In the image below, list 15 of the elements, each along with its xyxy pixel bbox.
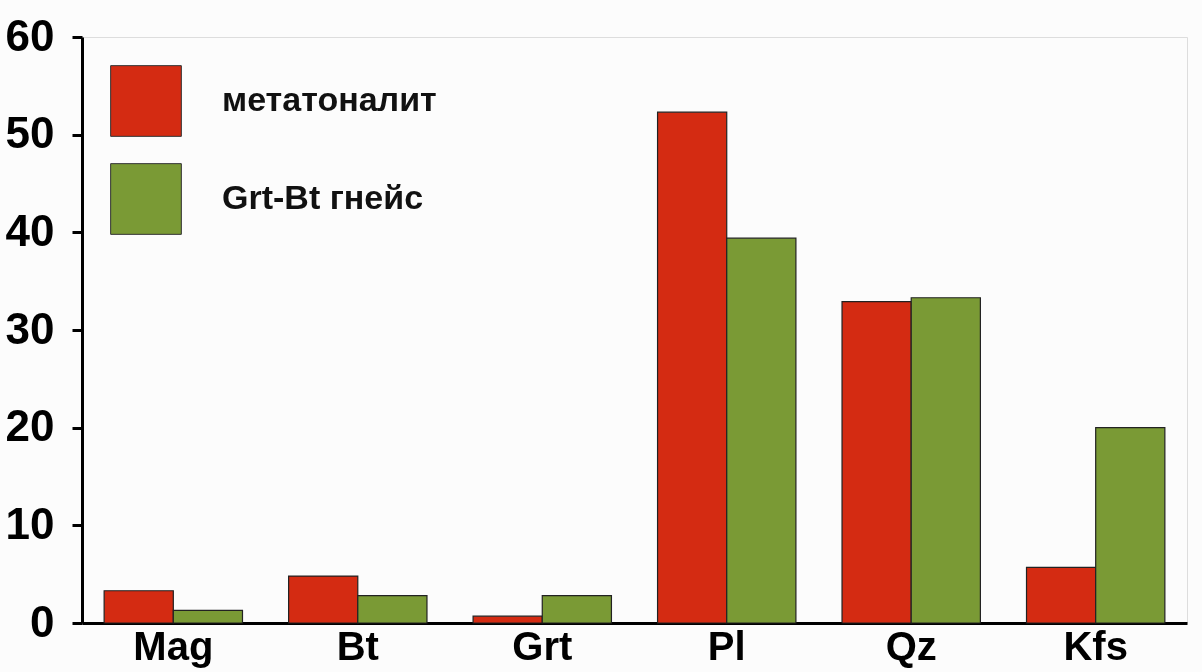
legend-label: метатоналит [222, 80, 437, 118]
y-tick-label: 30 [5, 303, 55, 353]
legend-label: Grt-Bt гнейс [222, 178, 424, 216]
x-tick-label: Grt [512, 623, 573, 668]
y-tick-label: 0 [30, 596, 55, 646]
x-tick-label: Qz [885, 623, 937, 668]
x-tick-label: Bt [336, 623, 379, 668]
y-tick-label: 50 [5, 108, 55, 158]
x-tick-label: Pl [707, 623, 746, 668]
y-tick-label: 40 [5, 205, 55, 255]
y-tick-label: 60 [5, 10, 55, 60]
y-tick-label: 10 [5, 498, 55, 548]
y-tick-label: 20 [5, 401, 55, 451]
x-tick-label: Mag [133, 623, 214, 668]
x-tick-label: Kfs [1063, 623, 1128, 668]
